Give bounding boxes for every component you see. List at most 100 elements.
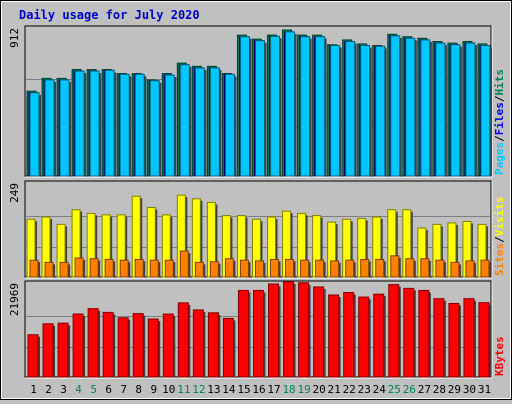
sites-bar-day-4 [74, 257, 84, 278]
sites-bar-day-23 [360, 258, 370, 278]
sites-bar-day-22 [345, 259, 355, 278]
kbytes-bar-day-3 [57, 322, 69, 378]
kbytes-bar-day-6 [102, 311, 114, 378]
x-tick-label: 24 [373, 383, 387, 396]
pages-bar-day-21 [330, 45, 341, 177]
bars [27, 281, 491, 378]
kbytes-bar-day-22 [343, 291, 355, 378]
x-tick-label: 3 [60, 383, 67, 396]
kbytes-bar-day-5 [87, 308, 99, 378]
sites-bar-day-2 [44, 261, 54, 278]
pages-bar-day-5 [89, 70, 100, 177]
x-tick-label: 23 [358, 383, 371, 396]
sites-bar-day-20 [315, 259, 325, 278]
sites-bar-day-14 [224, 258, 234, 278]
kbytes-bar-day-29 [448, 302, 460, 378]
legend-pages: Pages [493, 142, 506, 175]
kbytes-bar-day-12 [192, 309, 204, 378]
pages-bar-day-7 [119, 73, 130, 177]
kbytes-bar-day-1 [27, 334, 39, 378]
sites-bar-day-12 [194, 261, 204, 278]
sites-bar-day-17 [270, 258, 280, 278]
kbytes-bar-day-7 [117, 317, 129, 378]
legend-files: Files [493, 102, 506, 135]
pages-bar-day-15 [239, 36, 250, 177]
kbytes-bar-day-8 [132, 313, 144, 378]
pages-bar-day-26 [405, 37, 416, 177]
pages-bar-day-10 [164, 74, 175, 177]
sites-bar-day-25 [390, 255, 400, 278]
sites-bar-day-26 [405, 258, 415, 278]
kbytes-bar-day-30 [463, 298, 475, 378]
x-tick-label: 4 [75, 383, 82, 396]
legend: Sites/Visits [493, 197, 506, 277]
sites-bar-day-19 [300, 259, 310, 278]
x-tick-label: 11 [177, 383, 190, 396]
legend-visits: Visits [493, 197, 506, 237]
x-tick-label: 30 [463, 383, 476, 396]
panel-visits-sites: 249 Sites/Visits [8, 180, 506, 279]
sites-bar-day-7 [119, 259, 129, 278]
x-tick-label: 7 [120, 383, 127, 396]
kbytes-bar-day-21 [328, 294, 340, 378]
kbytes-bar-day-26 [403, 287, 415, 378]
sites-bar-day-21 [330, 260, 340, 278]
x-tick-label: 6 [105, 383, 112, 396]
x-tick-label: 2 [45, 383, 52, 396]
pages-bar-day-31 [480, 45, 491, 177]
sites-bar-day-13 [209, 261, 219, 278]
pages-bar-day-23 [360, 45, 371, 177]
pages-bar-day-3 [59, 79, 70, 177]
y-max-label: 249 [8, 183, 21, 203]
x-tick-label: 19 [297, 383, 310, 396]
kbytes-bar-day-18 [283, 281, 295, 378]
kbytes-bar-day-4 [72, 313, 84, 378]
kbytes-bar-day-2 [42, 323, 54, 378]
pages-bar-day-6 [104, 69, 115, 177]
x-tick-label: 5 [90, 383, 97, 396]
sites-bar-day-24 [375, 258, 385, 278]
x-tick-label: 14 [222, 383, 236, 396]
sites-bar-day-28 [435, 259, 445, 278]
pages-bar-day-4 [74, 70, 85, 177]
kbytes-bar-day-27 [418, 289, 430, 378]
legend-sites: Sites [493, 243, 506, 276]
kbytes-bar-day-25 [388, 284, 400, 378]
pages-bar-day-14 [224, 73, 235, 177]
x-tick-label: 28 [433, 383, 446, 396]
sites-bar-day-30 [465, 260, 475, 278]
kbytes-bar-day-20 [313, 286, 325, 378]
bars [26, 194, 491, 278]
pages-bar-day-28 [435, 42, 446, 177]
legend-separator: / [493, 236, 506, 243]
x-tick-label: 8 [135, 383, 142, 396]
panel-kbytes: 21969 KBytes [8, 280, 506, 379]
sites-bar-day-16 [254, 260, 264, 278]
kbytes-bar-day-14 [222, 317, 234, 378]
pages-bar-day-20 [315, 36, 326, 177]
kbytes-bar-day-11 [177, 302, 189, 378]
x-tick-label: 9 [150, 383, 157, 396]
pages-bar-day-19 [300, 36, 311, 177]
sites-bar-day-10 [164, 259, 174, 278]
pages-bar-day-2 [44, 79, 55, 177]
chart-panels: 912Pages/Files/Hits249Sites/Visits21969K… [8, 25, 506, 379]
kbytes-bar-day-24 [373, 293, 385, 378]
legend-separator: / [493, 135, 506, 142]
sites-bar-day-29 [450, 261, 460, 278]
x-tick-label: 27 [418, 383, 431, 396]
sites-bar-day-15 [239, 259, 249, 278]
pages-bar-day-11 [179, 64, 190, 177]
x-tick-label: 22 [343, 383, 356, 396]
sites-bar-day-18 [285, 258, 295, 278]
pages-bar-day-13 [209, 67, 220, 177]
pages-bar-day-9 [149, 80, 160, 177]
pages-bar-day-29 [450, 44, 461, 177]
legend-separator: / [493, 95, 506, 102]
sites-bar-day-6 [104, 258, 114, 278]
sites-bar-day-11 [179, 250, 189, 278]
x-tick-label: 15 [237, 383, 250, 396]
